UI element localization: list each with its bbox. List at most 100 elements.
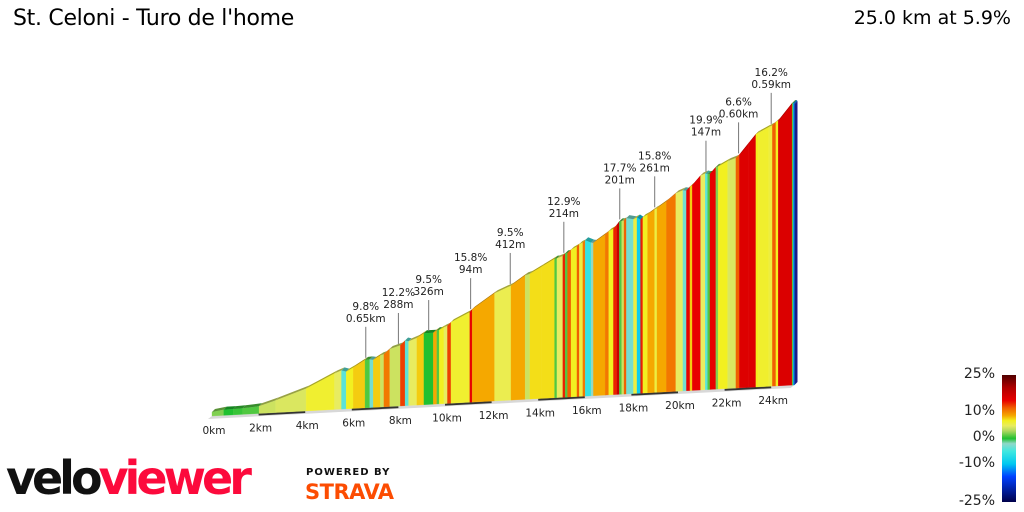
x-tick-label: 2km — [249, 423, 272, 435]
segment-top-surface — [373, 352, 384, 360]
gradient-segment — [562, 252, 566, 398]
segment-top-surface — [705, 170, 711, 175]
gradient-segment — [439, 326, 445, 405]
segment-top-surface — [223, 406, 237, 410]
gradient-segment — [579, 242, 583, 397]
annotation-gradient: 9.5% — [497, 227, 524, 239]
annotation-length: 0.59km — [751, 79, 791, 91]
gradient-segment — [640, 216, 644, 394]
legend-label-minus-25: -25% — [958, 493, 995, 509]
gradient-segment — [778, 102, 793, 387]
gradient-segment — [383, 348, 390, 408]
segment-top-surface — [353, 356, 369, 368]
segment-top-surface — [772, 118, 779, 126]
segment-top-surface — [439, 324, 447, 330]
powered-by-label: POWERED BY — [306, 467, 391, 478]
annotation-length: 147m — [691, 127, 721, 139]
x-tick-label: 22km — [712, 398, 742, 410]
gradient-legend-bar — [1002, 375, 1016, 502]
segment-top-surface — [593, 231, 609, 243]
gradient-segment — [718, 160, 728, 390]
segment-top-surface — [529, 263, 545, 274]
gradient-segment — [739, 142, 749, 389]
x-tick-label: 12km — [479, 410, 509, 422]
x-tick-label: 24km — [758, 395, 788, 407]
gradient-segment — [675, 189, 684, 392]
gradient-segment — [593, 234, 606, 396]
gradient-segment — [633, 217, 638, 394]
segment-top-surface — [621, 217, 628, 222]
segment-top-surface — [647, 206, 658, 215]
annotation-length: 0.60km — [719, 108, 759, 120]
segment-top-surface — [654, 205, 660, 210]
segment-top-surface — [579, 239, 586, 245]
annotation-gradient: 12.9% — [547, 196, 580, 208]
segment-top-surface — [380, 351, 387, 356]
segment-top-surface — [416, 330, 427, 338]
segment-top-surface — [778, 100, 796, 121]
gradient-segment — [436, 329, 440, 405]
segment-top-surface — [565, 250, 571, 254]
segment-top-surface — [346, 364, 357, 372]
gradient-segment — [554, 258, 558, 398]
distance-band — [351, 406, 399, 411]
gradient-segment — [772, 121, 777, 387]
gradient-segment — [400, 340, 406, 407]
gradient-segment — [715, 166, 719, 390]
gradient-segment — [364, 359, 370, 409]
segment-top-surface — [212, 406, 227, 412]
segment-top-surface — [369, 356, 377, 360]
segment-top-surface — [608, 225, 617, 232]
annotation-gradient: 17.7% — [603, 162, 636, 174]
segment-top-surface — [567, 246, 575, 254]
annotation-gradient: 9.5% — [415, 274, 442, 286]
segment-top-surface — [715, 163, 722, 167]
gradient-segment — [642, 214, 648, 394]
distance-band — [631, 391, 679, 396]
segment-top-surface — [306, 370, 338, 389]
segment-top-surface — [554, 255, 560, 259]
gradient-segment — [556, 255, 563, 398]
gradient-segment — [576, 243, 580, 397]
gradient-segment — [707, 173, 711, 390]
gradient-segment — [423, 332, 434, 405]
gradient-segment — [529, 266, 542, 400]
segment-top-surface — [656, 198, 670, 209]
gradient-segment — [433, 329, 438, 405]
profile-end-face — [794, 101, 798, 385]
segment-top-surface — [389, 342, 404, 350]
segment-top-surface — [443, 322, 451, 328]
segment-top-surface — [341, 367, 350, 372]
veloviewer-logo[interactable]: veloviewer — [6, 451, 252, 505]
x-tick-label: 18km — [619, 403, 649, 415]
segment-top-surface — [436, 326, 443, 331]
segment-top-surface — [242, 403, 263, 409]
segment-top-surface — [259, 397, 279, 407]
gradient-segment — [647, 209, 655, 393]
annotation-gradient: 19.9% — [689, 115, 722, 127]
annotation-gradient: 12.2% — [382, 287, 415, 299]
annotation-gradient: 16.2% — [755, 67, 788, 79]
annotation-length: 214m — [549, 208, 579, 220]
segment-top-surface — [707, 170, 713, 175]
gradient-segment — [590, 242, 594, 396]
gradient-segment — [775, 120, 779, 387]
gradient-segment — [608, 228, 614, 396]
segment-top-surface — [718, 158, 731, 167]
gradient-segment — [605, 230, 609, 396]
segment-top-surface — [494, 282, 515, 294]
gradient-segment — [346, 367, 354, 410]
gradient-segment — [616, 220, 620, 395]
gradient-segment — [735, 154, 740, 389]
gradient-segment — [768, 125, 773, 387]
x-tick-label: 4km — [296, 420, 319, 432]
x-tick-label: 10km — [432, 413, 462, 425]
logo-velo: velo — [6, 451, 103, 505]
segment-top-surface — [541, 255, 558, 267]
strava-logo[interactable]: STRAVA — [305, 480, 394, 504]
segment-top-surface — [408, 334, 420, 342]
x-tick-label: 20km — [665, 400, 695, 412]
legend-label-0: 0% — [972, 429, 995, 445]
gradient-segment — [689, 184, 693, 391]
